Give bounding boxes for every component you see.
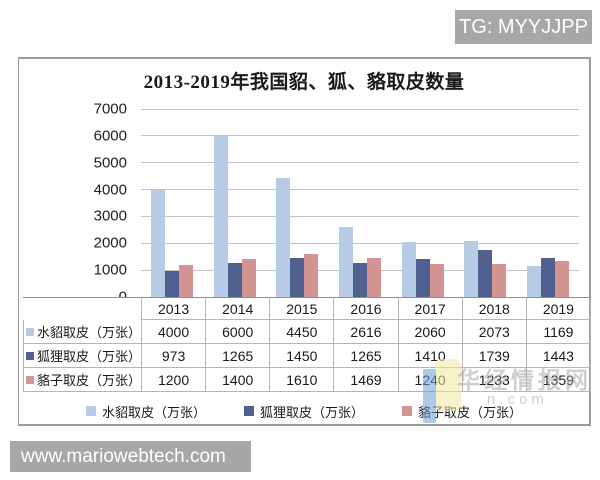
gridline bbox=[141, 135, 579, 137]
bar bbox=[304, 253, 319, 297]
gridline bbox=[141, 108, 579, 110]
table-cell: 1610 bbox=[269, 368, 334, 392]
tg-badge: TG: MYYJJPP bbox=[455, 10, 592, 44]
bar bbox=[338, 226, 353, 297]
bar-group bbox=[204, 109, 267, 297]
legend-label: 水貂取皮（万张） bbox=[101, 404, 206, 420]
bar bbox=[478, 250, 493, 297]
table-header-cell: 2018 bbox=[461, 297, 526, 320]
legend-swatch bbox=[85, 406, 96, 416]
table-header-cell: 2019 bbox=[525, 297, 591, 320]
bar bbox=[165, 270, 180, 297]
y-axis-label: 5000 bbox=[93, 154, 127, 172]
bar bbox=[227, 263, 242, 297]
bar bbox=[415, 259, 430, 297]
bar bbox=[213, 135, 228, 297]
bar bbox=[241, 259, 256, 297]
table-cell: 1739 bbox=[461, 344, 526, 368]
data-table: 2013 2014 2015 2016 2017 2018 2019 水貂取皮（万张） 4000… bbox=[23, 297, 591, 392]
bar bbox=[526, 265, 541, 297]
table-cell: 973 bbox=[141, 344, 206, 368]
y-axis-label: 4000 bbox=[93, 181, 127, 199]
table-cell: 1233 bbox=[461, 368, 526, 392]
table-cell: 2060 bbox=[397, 320, 462, 344]
series-swatch bbox=[26, 327, 34, 336]
table-header-cell: 2016 bbox=[333, 297, 398, 320]
table-cell: 2073 bbox=[461, 320, 526, 344]
y-axis-label: 2000 bbox=[93, 234, 127, 252]
table-corner-cell bbox=[23, 297, 141, 320]
table-cell: 1265 bbox=[205, 344, 270, 368]
bar-group bbox=[141, 109, 204, 297]
bar bbox=[401, 241, 416, 297]
chart-card: 2013-2019年我国貂、狐、貉取皮数量 010002000300040005… bbox=[18, 57, 591, 426]
table-row: 水貂取皮（万张） 4000 6000 4450 2616 2060 2073 1169 bbox=[23, 320, 591, 344]
series-swatch bbox=[26, 375, 34, 384]
y-axis-label: 7000 bbox=[93, 100, 127, 118]
table-cell: 2616 bbox=[333, 320, 398, 344]
table-row-label: 貉子取皮（万张） bbox=[23, 368, 141, 392]
bar bbox=[290, 258, 305, 297]
table-cell: 6000 bbox=[205, 320, 270, 344]
table-cell: 1400 bbox=[205, 368, 270, 392]
bar-group bbox=[516, 109, 579, 297]
y-axis: 01000200030004000500060007000 bbox=[77, 101, 135, 306]
y-axis-label: 6000 bbox=[93, 127, 127, 145]
table-header-cell: 2013 bbox=[141, 297, 206, 320]
y-axis-label: 1000 bbox=[93, 261, 127, 279]
table-header-cell: 2017 bbox=[397, 297, 462, 320]
gridline bbox=[141, 162, 579, 164]
table-row-label: 水貂取皮（万张） bbox=[23, 320, 141, 344]
table-cell: 1169 bbox=[525, 320, 591, 344]
watermark-logo-yellow bbox=[435, 359, 461, 411]
chart-title: 2013-2019年我国貂、狐、貉取皮数量 bbox=[143, 72, 465, 93]
watermark-logo bbox=[423, 359, 465, 423]
legend-item: 水貂取皮（万张） bbox=[85, 402, 206, 421]
bar bbox=[151, 189, 166, 297]
table-cell: 1359 bbox=[525, 368, 591, 392]
watermark-logo-blue bbox=[423, 369, 436, 423]
gridline bbox=[141, 242, 579, 244]
table-row: 2013 2014 2015 2016 2017 2018 2019 bbox=[23, 297, 591, 320]
bar bbox=[352, 263, 367, 297]
bar-group bbox=[329, 109, 392, 297]
table-cell: 1443 bbox=[525, 344, 591, 368]
legend-swatch bbox=[243, 406, 254, 416]
bar-group bbox=[266, 109, 329, 297]
plot-area bbox=[141, 108, 579, 298]
table-cell: 1265 bbox=[333, 344, 398, 368]
watermark-text: 华经情报网 bbox=[457, 367, 592, 393]
bar bbox=[429, 263, 444, 297]
table-cell: 4000 bbox=[141, 320, 206, 344]
site-badge: www.mariowebtech.com bbox=[10, 441, 251, 472]
bar bbox=[540, 258, 555, 297]
table-cell: 1200 bbox=[141, 368, 206, 392]
table-cell: 1450 bbox=[269, 344, 334, 368]
bar bbox=[554, 260, 569, 297]
bar-group bbox=[391, 109, 454, 297]
bar bbox=[464, 241, 479, 297]
legend-item: 狐狸取皮（万张） bbox=[243, 402, 364, 421]
table-header-cell: 2014 bbox=[205, 297, 270, 320]
bar-group bbox=[454, 109, 517, 297]
table-cell: 1469 bbox=[333, 368, 398, 392]
bar bbox=[492, 263, 507, 297]
watermark-subtext: n.com bbox=[487, 391, 548, 408]
table-cell: 4450 bbox=[269, 320, 334, 344]
table-header-cell: 2015 bbox=[269, 297, 334, 320]
legend-swatch bbox=[402, 406, 412, 416]
gridline bbox=[141, 189, 579, 191]
table-row: 狐狸取皮（万张） 973 1265 1450 1265 1410 1739 1443 bbox=[23, 344, 591, 368]
table-row-label: 狐狸取皮（万张） bbox=[23, 344, 141, 368]
legend-label: 狐狸取皮（万张） bbox=[259, 404, 364, 420]
bar bbox=[179, 264, 194, 297]
gridline bbox=[141, 215, 579, 217]
bar bbox=[366, 257, 381, 297]
y-axis-label: 3000 bbox=[93, 207, 127, 225]
series-swatch bbox=[26, 351, 34, 360]
bar bbox=[276, 177, 291, 297]
